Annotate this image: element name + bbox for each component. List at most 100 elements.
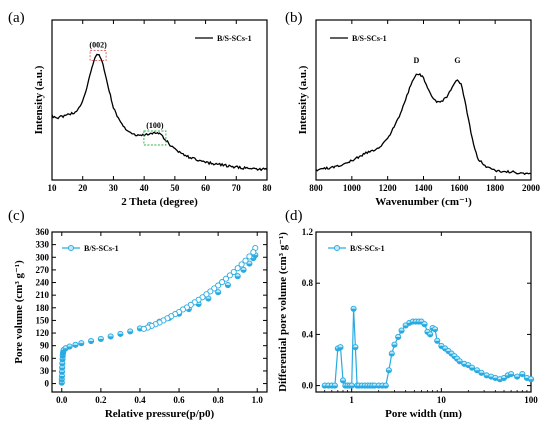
panel-c: (c) 0.0 0.2 0.4 0.6 0.8 1.0 0 30 60 90 120 150 180 210… [8,208,268,420]
marker-half [252,255,258,258]
marker-half [66,346,73,350]
x-tick-label: 100 [524,395,538,405]
marker-half [195,304,202,307]
x-axis-title: Wavenumber (cm⁻¹) [375,196,472,208]
legend: B/S-SCs-1 [330,34,387,43]
data-point [107,333,114,340]
marker-open [203,291,210,298]
data-point [352,344,359,351]
marker-half [432,329,438,332]
y-tick-label: 0.4 [302,329,314,339]
plot-frame [315,231,532,393]
marker-half [59,382,65,386]
marker-half [457,361,463,364]
marker-open [211,285,218,292]
marker-open [207,288,214,295]
data-point [234,265,241,272]
data-point [527,376,535,383]
marker-half [250,258,256,261]
marker-half [59,359,66,362]
marker-half [349,385,355,389]
legend: B/S-SCs-1 [195,34,252,43]
data-point [427,331,434,338]
data-point [421,321,428,328]
plot-frame [315,19,532,181]
marker-half [108,336,114,340]
y-tick-label: 0.8 [302,278,314,288]
marker-half [127,331,133,334]
panel-label: (a) [8,10,25,26]
marker-half [117,333,124,337]
data-point [215,289,222,296]
data-point [339,377,347,384]
y-tick-label: 270 [36,265,50,275]
y-tick-label: 90 [40,341,50,351]
marker-open [238,261,245,268]
data-point [234,273,241,280]
marker-half [514,376,520,380]
y-axis-title: Intensity (a.u.) [297,65,309,134]
peak-label: (100) [146,121,164,130]
peak-box [89,50,107,62]
y-tick-label: 60 [40,353,50,363]
series-line [51,53,268,172]
data-point [331,382,338,389]
data-point [246,253,253,260]
data-point [203,291,210,298]
marker-half [389,353,395,357]
data-point [226,272,233,279]
marker-open [250,249,257,256]
y-tick-label: 30 [40,366,50,376]
data-point [127,328,134,335]
peak-label: G [454,56,460,65]
marker-half [59,363,65,366]
legend-label: B/S-SCs-1 [350,244,385,253]
data-point [88,338,95,345]
data-point [117,330,124,337]
marker-half [59,367,65,371]
marker-half [205,298,211,302]
panel-label: (c) [8,208,25,224]
x-tick-label: 60 [201,183,211,193]
data-point [222,275,230,282]
x-tick-label: 1000 [343,183,362,193]
data-point [395,333,402,341]
marker-open [234,265,241,272]
marker-half [350,308,357,312]
peak-box [143,130,167,146]
y-tick-label: 1.2 [302,227,314,237]
data-point [508,371,515,378]
marker-half [398,330,405,334]
y-tick-label: 300 [36,252,50,262]
marker-half [63,348,69,351]
y-tick-label: 180 [36,303,50,313]
data-point [215,282,222,289]
marker-half [386,370,392,373]
x-tick-label: 10 [437,395,447,405]
data-point [59,360,66,367]
x-tick-label: 1200 [379,183,398,193]
series-line [315,72,532,176]
y-axis-title: Differential pore volume (cm³ g⁻¹) [277,232,289,392]
marker-half [340,380,346,384]
x-tick-label: 0.2 [95,395,107,405]
marker-half [484,375,490,378]
x-axis-title: Pore width (nm) [385,408,462,420]
panel-label: (b) [285,10,303,26]
data-point [473,367,481,374]
data-point [434,337,441,344]
x-tick-label: 20 [78,183,88,193]
marker-open [222,275,230,282]
marker-half [391,344,398,348]
marker-half [519,374,525,377]
data-point [431,326,439,333]
marker-half [501,377,507,381]
x-tick-label: 40 [140,183,150,193]
x-tick-label: 50 [170,183,180,193]
data-point [224,282,231,289]
x-tick-label: 2000 [522,183,541,193]
data-point [205,295,212,302]
x-tick-label: 1600 [450,183,469,193]
data-point [388,350,395,357]
